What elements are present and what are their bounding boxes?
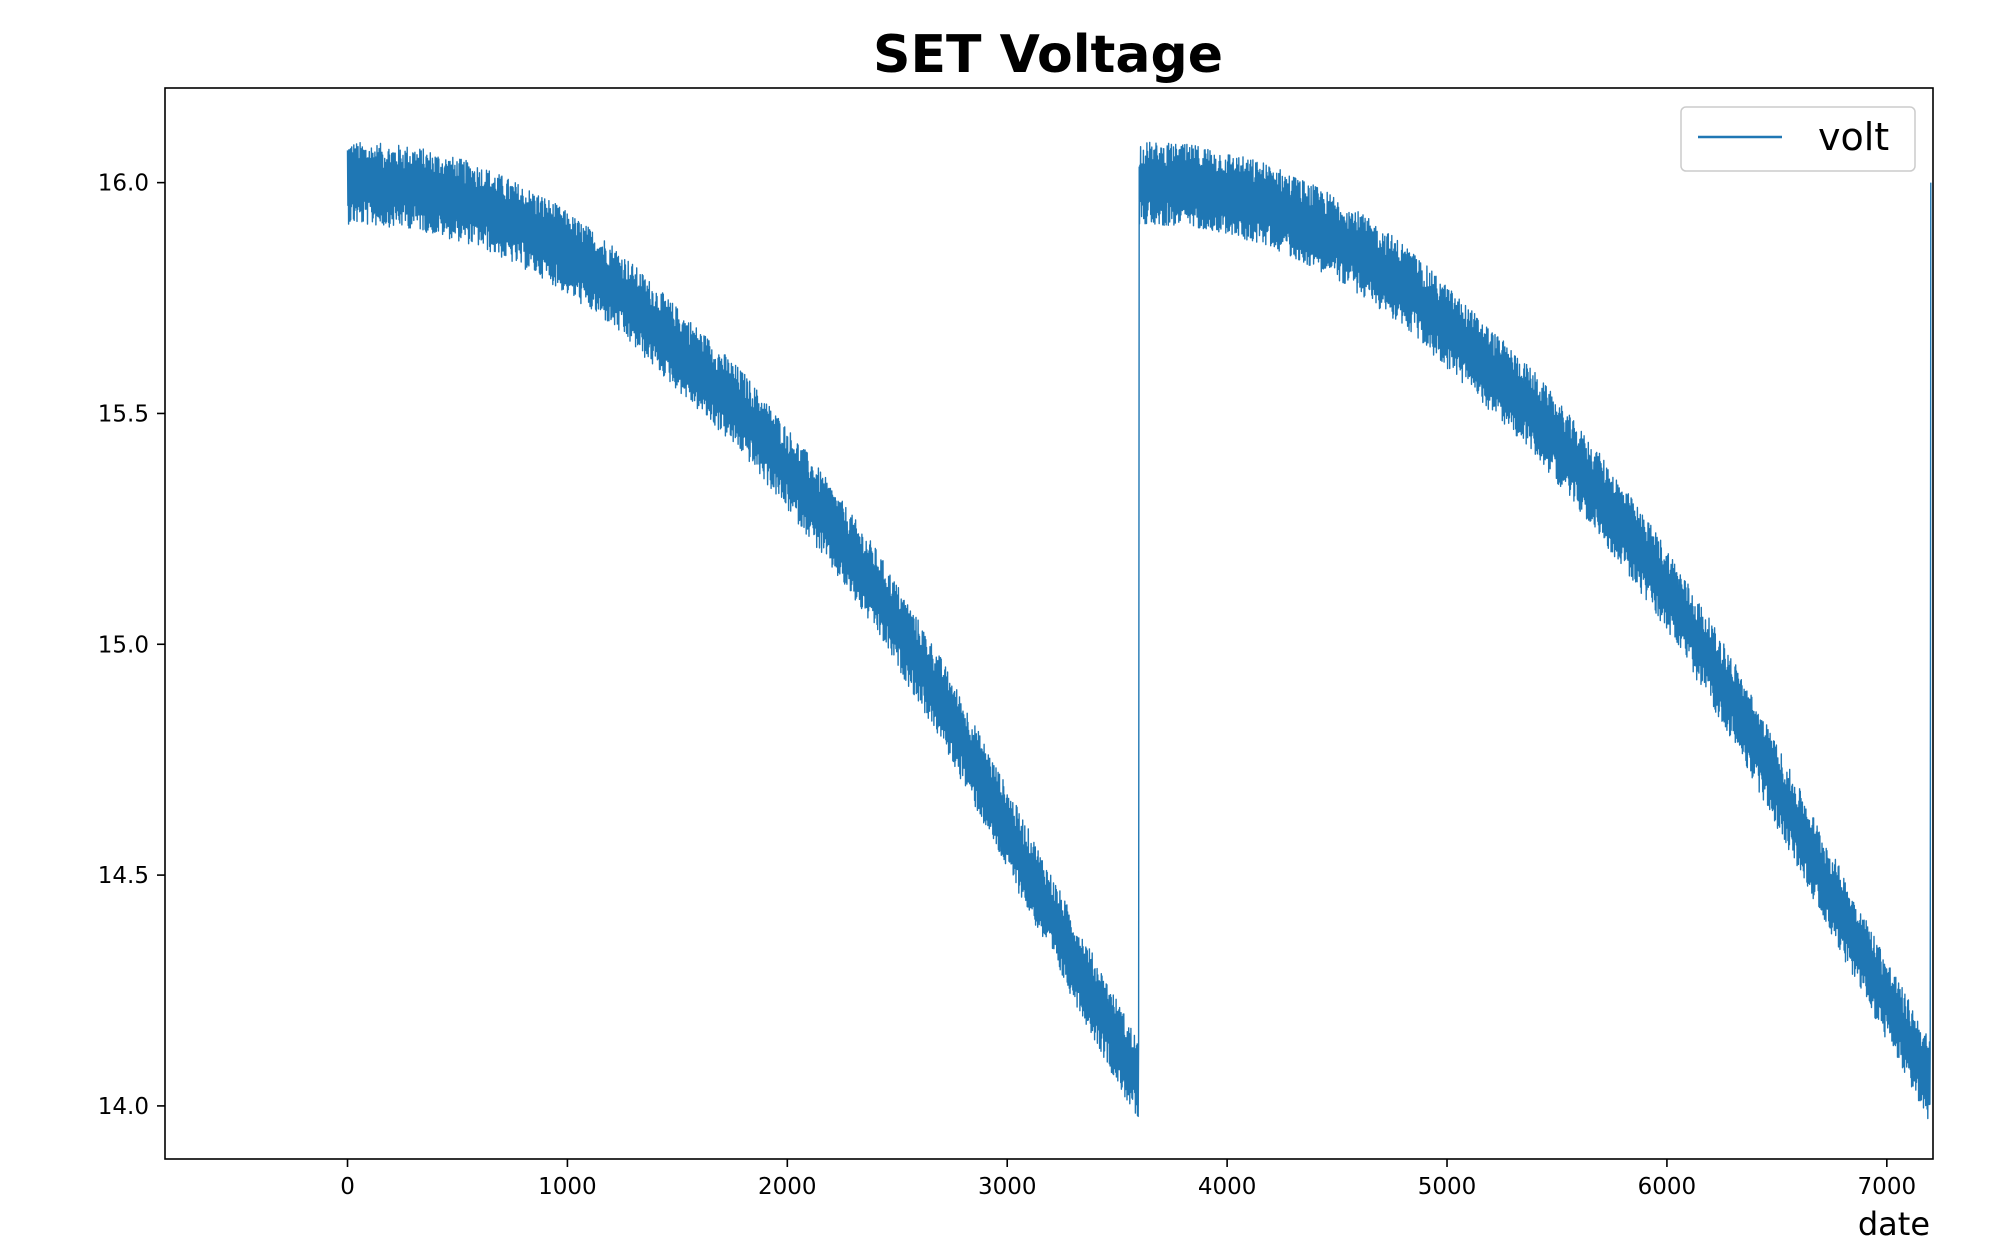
x-tick-label: 7000 <box>1858 1174 1917 1200</box>
legend: volt <box>1680 106 1916 172</box>
x-tick-label: 6000 <box>1638 1174 1697 1200</box>
x-tick-label: 0 <box>340 1174 355 1200</box>
x-tick-label: 3000 <box>978 1174 1037 1200</box>
legend-label-volt: volt <box>1818 115 1889 159</box>
legend-box <box>1680 106 1916 172</box>
chart-title: SET Voltage <box>873 25 1223 85</box>
plot-layer <box>346 141 1932 1120</box>
x-axis: 0 1000 2000 3000 4000 5000 6000 7000 <box>340 1159 1916 1200</box>
x-tick-label: 2000 <box>758 1174 817 1200</box>
series-line-volt <box>346 141 1932 1120</box>
x-tick-label: 5000 <box>1418 1174 1477 1200</box>
y-tick-label: 14.5 <box>98 863 149 889</box>
y-tick-label: 16.0 <box>98 171 149 197</box>
axes-frame <box>164 87 1934 1160</box>
x-axis-label: date <box>1858 1205 1930 1243</box>
y-axis: 14.0 14.5 15.0 15.5 16.0 <box>98 171 165 1120</box>
x-tick-label: 1000 <box>538 1174 597 1200</box>
y-tick-label: 14.0 <box>98 1094 149 1120</box>
x-tick-label: 4000 <box>1198 1174 1257 1200</box>
y-tick-label: 15.0 <box>98 632 149 658</box>
y-tick-label: 15.5 <box>98 401 149 427</box>
